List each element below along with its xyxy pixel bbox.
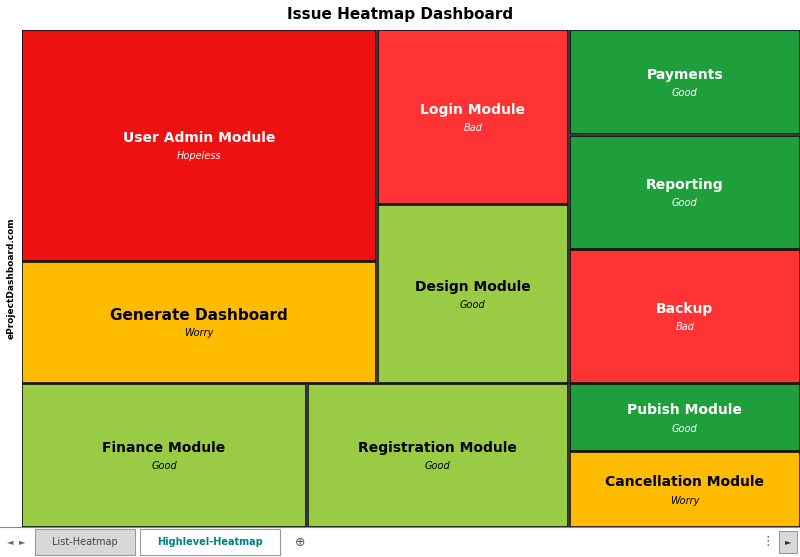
Text: Backup: Backup [656, 302, 714, 316]
Bar [570, 452, 800, 527]
Text: Generate Dashboard: Generate Dashboard [110, 307, 288, 323]
Bar [779, 531, 797, 553]
Text: Good: Good [151, 461, 177, 471]
Bar [378, 30, 568, 204]
Text: Cancellation Module: Cancellation Module [606, 475, 764, 489]
Text: Good: Good [672, 198, 698, 208]
Text: ◄: ◄ [6, 538, 14, 546]
Text: Login Module: Login Module [420, 102, 526, 116]
Text: Finance Module: Finance Module [102, 441, 226, 455]
Text: Pubish Module: Pubish Module [627, 403, 742, 417]
Bar [22, 30, 376, 261]
Text: Reporting: Reporting [646, 178, 724, 192]
Text: ⋮: ⋮ [762, 535, 774, 549]
Text: ⊕: ⊕ [294, 535, 306, 549]
Text: Bad: Bad [463, 123, 482, 133]
Text: Registration Module: Registration Module [358, 441, 518, 455]
Text: Payments: Payments [646, 68, 723, 82]
Bar [570, 384, 800, 452]
Bar [570, 250, 800, 383]
Bar [22, 384, 306, 527]
Text: Highlevel-Heatmap: Highlevel-Heatmap [157, 537, 263, 547]
Text: Issue Heatmap Dashboard: Issue Heatmap Dashboard [287, 7, 513, 22]
Bar [378, 206, 568, 383]
Text: Hopeless: Hopeless [177, 152, 222, 162]
Text: ►: ► [18, 538, 26, 546]
Text: List-Heatmap: List-Heatmap [52, 537, 118, 547]
Bar [307, 384, 568, 527]
Text: Bad: Bad [675, 323, 694, 333]
Text: Good: Good [460, 300, 486, 310]
Bar [35, 529, 135, 555]
Text: eProjectDashboard.com: eProjectDashboard.com [6, 218, 15, 339]
Text: User Admin Module: User Admin Module [123, 131, 275, 145]
Text: Good: Good [672, 88, 698, 98]
Text: Good: Good [672, 423, 698, 433]
Bar [570, 30, 800, 134]
Bar [570, 136, 800, 248]
Text: Worry: Worry [670, 496, 699, 506]
Text: Worry: Worry [184, 329, 214, 339]
Text: Good: Good [425, 461, 450, 471]
Bar [140, 529, 280, 555]
Text: ►: ► [785, 538, 791, 546]
Text: Design Module: Design Module [415, 280, 530, 294]
Bar [22, 262, 376, 383]
